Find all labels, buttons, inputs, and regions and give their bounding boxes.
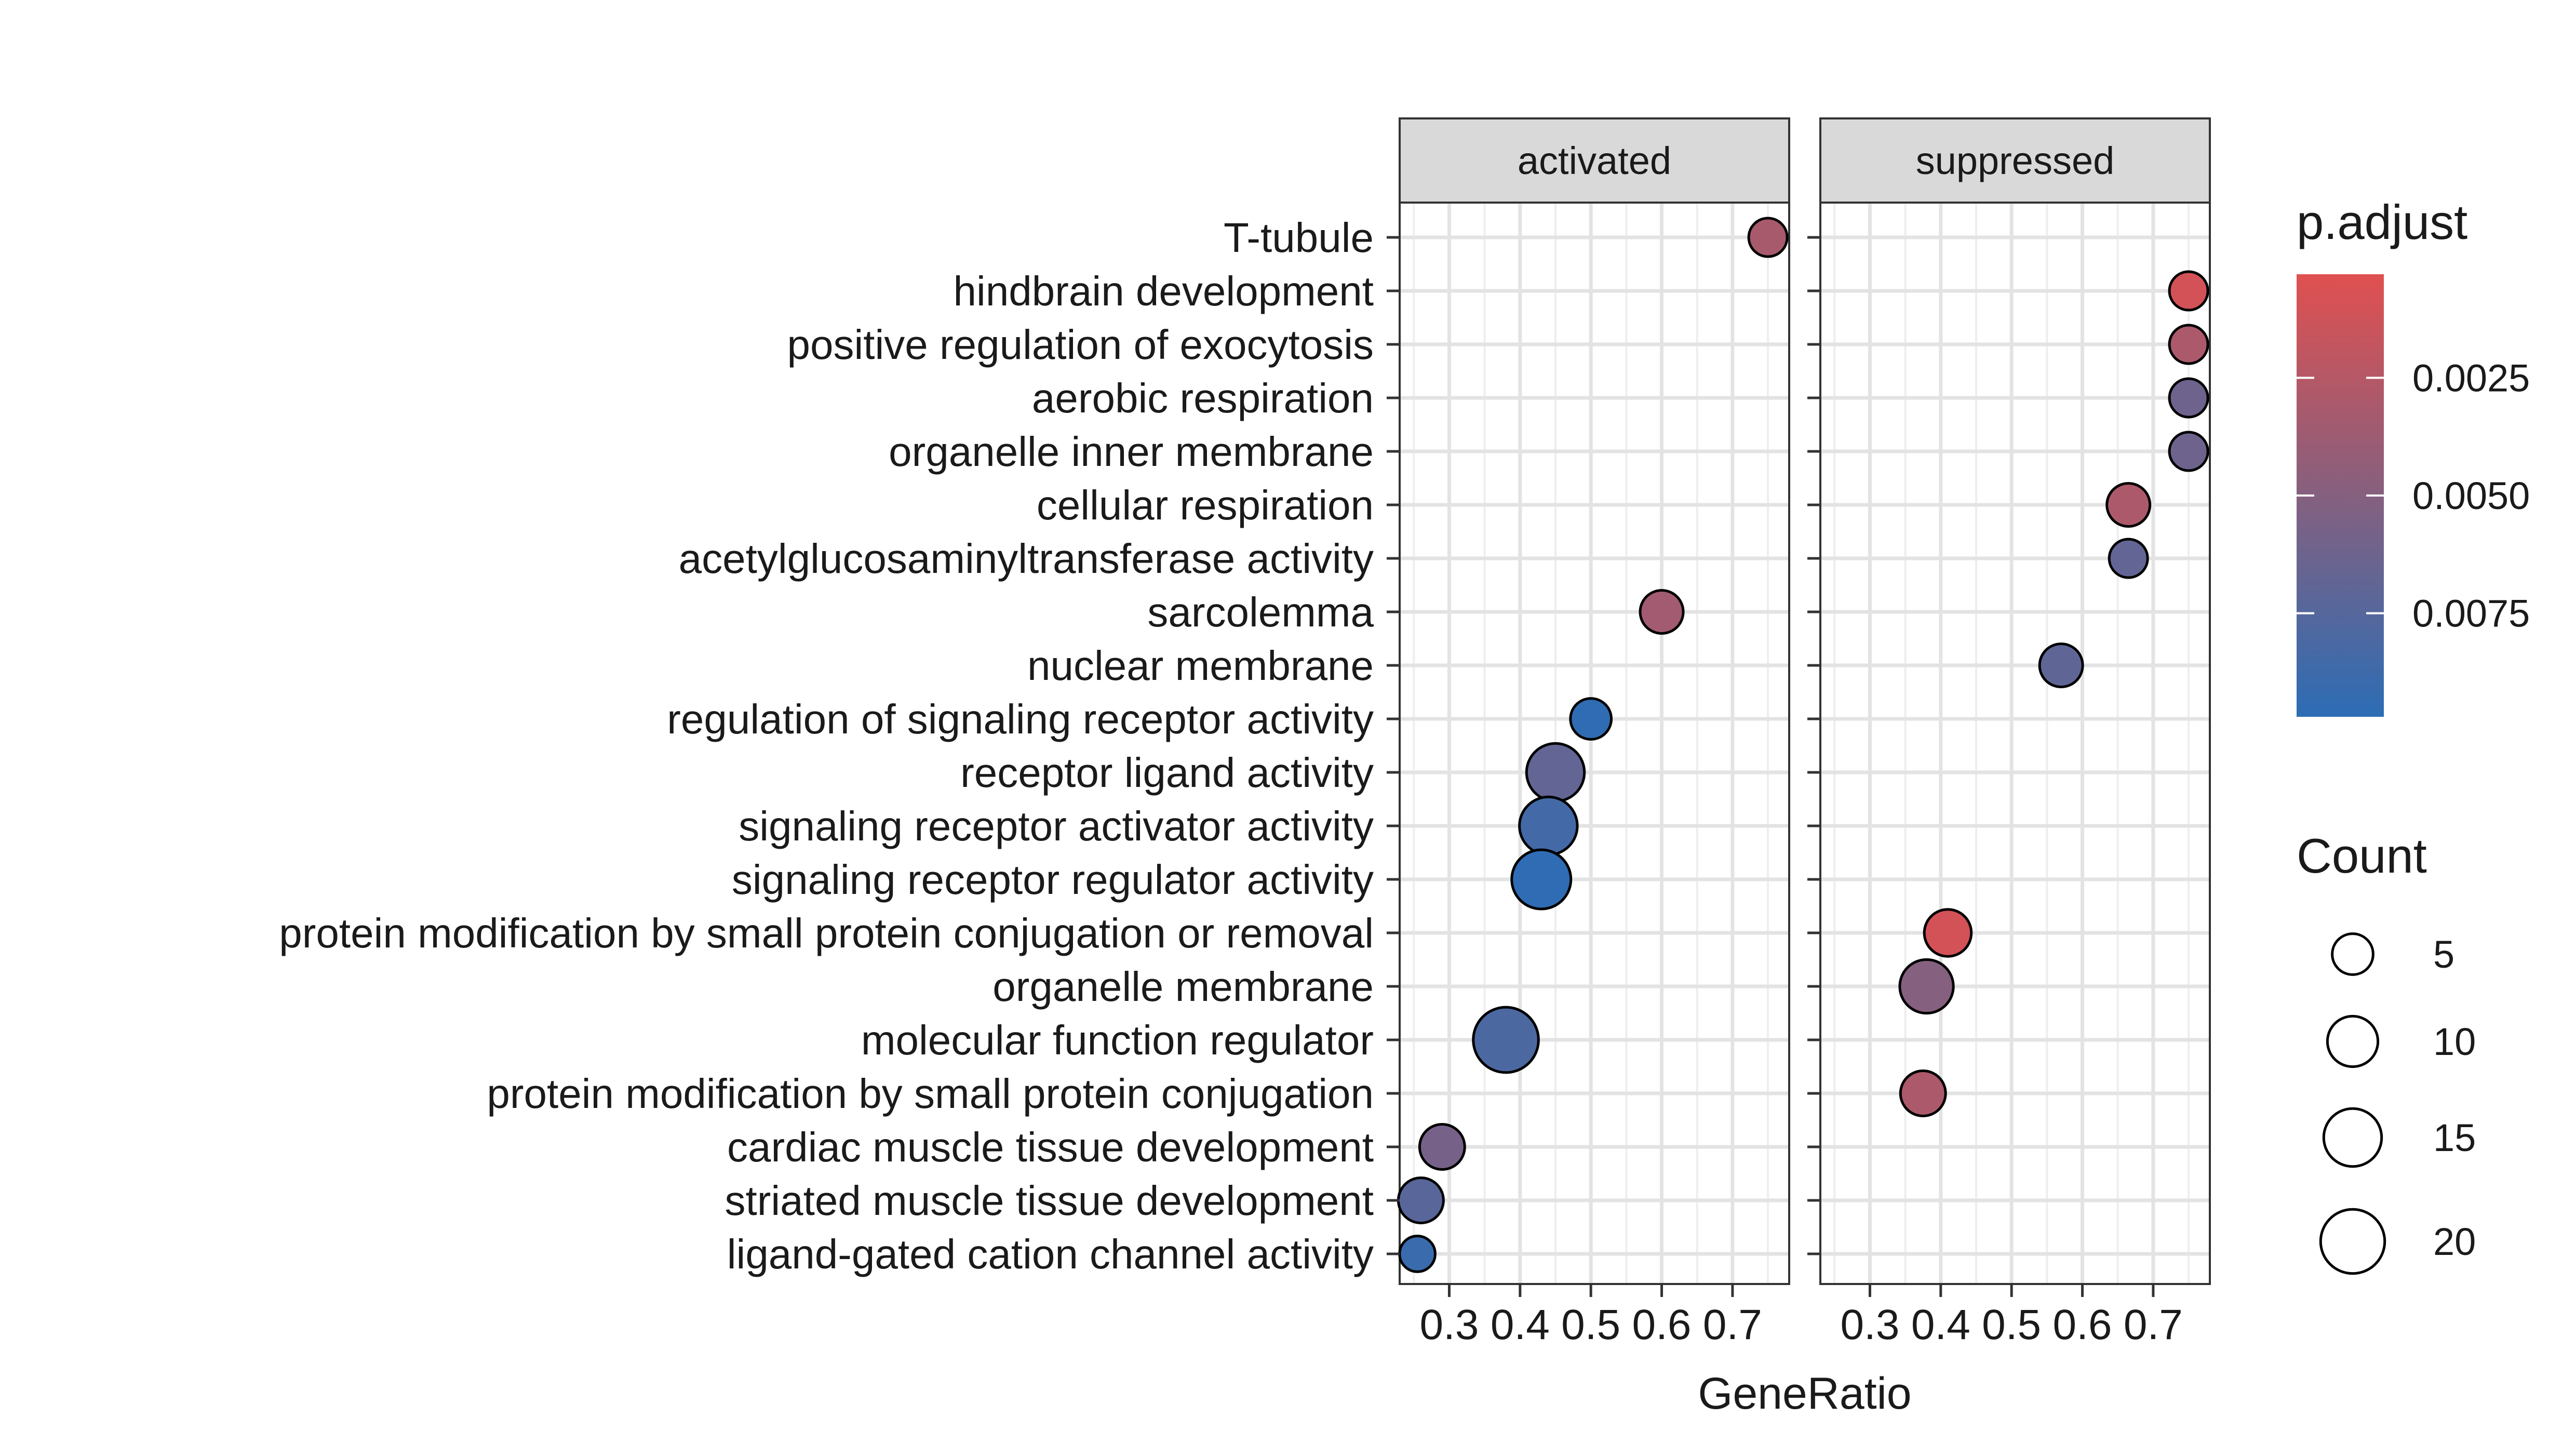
color-legend-ticks: 0.0025 0.0050 0.0075	[2297, 356, 2530, 635]
x-axis-title: GeneRatio	[1698, 1369, 1911, 1419]
panel-background	[1400, 203, 1789, 1284]
color-legend: p.adjust 0.0025 0.0050 0.0075	[2297, 195, 2530, 717]
data-point	[1923, 908, 1973, 958]
facet-strip-label-activated: activated	[1518, 139, 1671, 182]
x-tick-label: 0.3	[1419, 1301, 1479, 1348]
y-tick-label: signaling receptor regulator activity	[732, 857, 1374, 903]
size-legend-title: Count	[2297, 828, 2427, 883]
data-point	[1418, 1123, 1466, 1171]
data-point	[1569, 697, 1613, 741]
y-tick-label: positive regulation of exocytosis	[787, 322, 1374, 368]
size-legend-key	[2326, 1014, 2380, 1068]
color-legend-label: 0.0050	[2412, 474, 2530, 517]
data-point	[2168, 377, 2209, 419]
size-legend-label: 20	[2433, 1220, 2476, 1263]
x-tick-label: 0.4	[1911, 1301, 1970, 1348]
data-point	[2168, 270, 2209, 312]
data-point	[2038, 643, 2084, 688]
y-tick-label: protein modification by small protein co…	[487, 1071, 1374, 1117]
size-legend-label: 15	[2433, 1116, 2476, 1159]
data-point	[2168, 431, 2209, 472]
y-tick-label: receptor ligand activity	[960, 750, 1374, 796]
data-point	[1510, 848, 1573, 911]
size-legend-label: 10	[2433, 1020, 2476, 1063]
panel-background	[1820, 203, 2210, 1284]
points-activated	[1397, 217, 1789, 1273]
size-legend-key	[2331, 932, 2374, 976]
y-tick-label: cardiac muscle tissue development	[727, 1124, 1374, 1170]
y-tick-label: organelle membrane	[992, 964, 1374, 1010]
y-tick-label: sarcolemma	[1147, 589, 1374, 635]
y-tick-label: signaling receptor activator activity	[739, 803, 1374, 849]
y-tick-label: nuclear membrane	[1027, 643, 1374, 689]
y-tick-label: striated muscle tissue development	[725, 1178, 1374, 1224]
y-tick-label: aerobic respiration	[1032, 375, 1374, 421]
y-tick-label: cellular respiration	[1037, 482, 1374, 528]
y-tick-label: protein modification by small protein co…	[279, 910, 1374, 956]
panel-border-suppressed	[1819, 202, 2211, 1285]
size-legend-label: 5	[2433, 933, 2454, 976]
x-tick-label: 0.5	[1561, 1301, 1620, 1348]
x-axis: 0.3 0.4 0.5 0.6 0.7 0.3 0.4 0.5 0.6 0.7	[1419, 1284, 2183, 1348]
size-legend: Count 5 10 15 20	[2297, 828, 2476, 1275]
panel-grid-activated	[1400, 203, 1789, 1284]
size-legend-key	[2319, 1208, 2386, 1275]
data-point	[1398, 1235, 1437, 1273]
x-tick-label: 0.4	[1491, 1301, 1550, 1348]
x-tick-label: 0.6	[2053, 1301, 2112, 1348]
data-point	[2105, 482, 2152, 528]
color-legend-label: 0.0075	[2412, 592, 2530, 635]
data-point	[1397, 1176, 1445, 1224]
y-tick-label: ligand-gated cation channel activity	[727, 1231, 1374, 1277]
data-point	[2108, 538, 2149, 579]
size-legend-keys: 5 10 15 20	[2319, 932, 2476, 1275]
x-tick-label: 0.6	[1632, 1301, 1692, 1348]
x-tick-label: 0.7	[2124, 1301, 2183, 1348]
facet-strip-label-suppressed: suppressed	[1916, 139, 2115, 182]
color-legend-label: 0.0025	[2412, 356, 2530, 399]
y-tick-label: acetylglucosaminyltransferase activity	[679, 536, 1374, 582]
facet-panel-activated: activated	[1397, 117, 1790, 1285]
points-suppressed	[1898, 270, 2209, 1117]
size-legend-key	[2322, 1107, 2383, 1168]
data-point	[1639, 589, 1685, 635]
y-tick-label: T-tubule	[1224, 215, 1374, 261]
data-point	[1525, 742, 1586, 803]
data-point	[1472, 1006, 1540, 1074]
facet-strip-activated	[1399, 117, 1790, 204]
data-point	[1898, 958, 1955, 1015]
data-point	[2168, 324, 2209, 365]
panel-grid-suppressed	[1820, 203, 2210, 1284]
facet-panel-suppressed: suppressed	[1819, 117, 2211, 1285]
y-tick-label: hindbrain development	[954, 268, 1374, 314]
x-tick-label: 0.7	[1703, 1301, 1762, 1348]
y-tick-label: regulation of signaling receptor activit…	[667, 696, 1374, 742]
facet-strip-suppressed	[1819, 117, 2211, 204]
color-legend-title: p.adjust	[2297, 195, 2467, 249]
data-point	[1747, 217, 1789, 258]
y-tick-label: molecular function regulator	[861, 1017, 1374, 1063]
x-tick-label: 0.5	[1982, 1301, 2041, 1348]
data-point	[1899, 1069, 1947, 1117]
data-point	[1518, 795, 1579, 857]
x-tick-label: 0.3	[1840, 1301, 1899, 1348]
y-tick-label: organelle inner membrane	[889, 429, 1374, 475]
y-axis: T-tubule hindbrain development positive re…	[279, 215, 1820, 1277]
panel-border-activated	[1399, 202, 1790, 1285]
